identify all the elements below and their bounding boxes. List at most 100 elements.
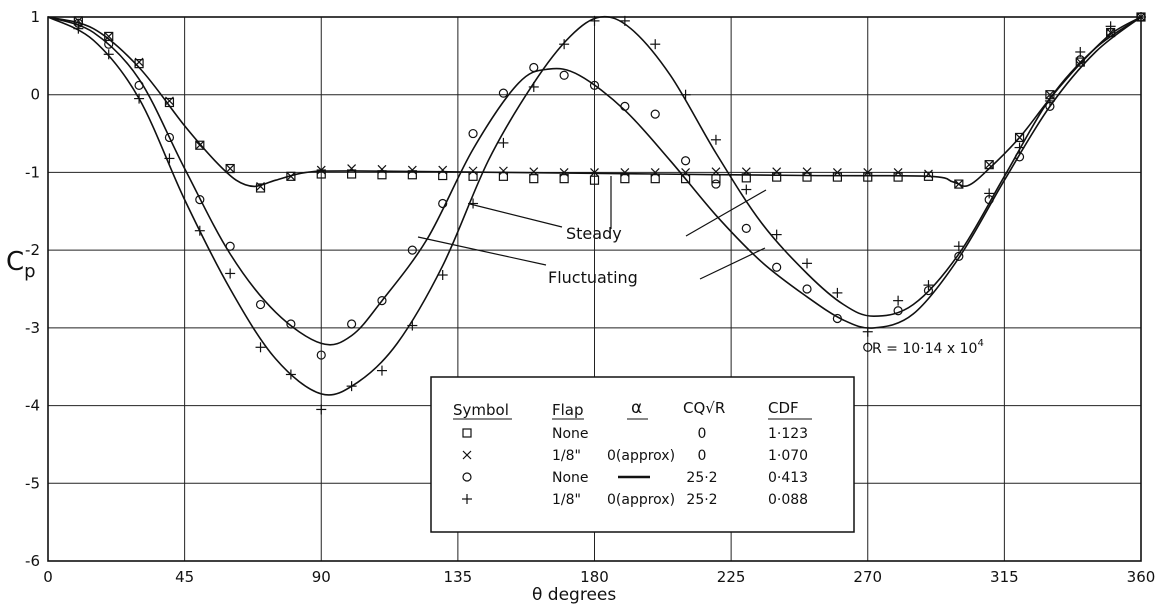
marker-circle: [589, 80, 600, 90]
marker-cross: [863, 168, 873, 177]
legend-flap: None: [552, 470, 589, 486]
marker-circle: [104, 39, 114, 49]
marker-square: [1075, 57, 1085, 67]
marker-circle: [407, 245, 417, 255]
marker-cross: [1015, 133, 1024, 142]
legend-header-alpha: α: [631, 398, 642, 418]
marker-plus: [619, 15, 630, 26]
legend-table: Symbol Flap α CQ√R CDF None 0 1·123 1/8" 0(a…: [430, 376, 855, 533]
legend-cq: 25·2: [686, 470, 717, 486]
fluctuating-arrow-left: [417, 236, 547, 266]
marker-plus: [194, 225, 205, 236]
marker-circle: [1014, 152, 1025, 162]
marker-plus: [1105, 21, 1116, 32]
marker-plus: [73, 23, 84, 34]
marker-circle: [438, 198, 448, 209]
y-tick-label: 1: [30, 8, 40, 26]
marker-cross: [73, 16, 83, 26]
marker-cross: [559, 168, 569, 177]
marker-square: [377, 170, 387, 180]
marker-plus: [710, 134, 721, 145]
marker-square: [650, 174, 660, 184]
marker-circle: [347, 319, 357, 329]
marker-circle: [529, 62, 539, 73]
marker-plus: [376, 365, 387, 376]
curve-fluctuating-o: [47, 16, 1142, 346]
marker-square: [984, 160, 994, 170]
fluctuating-arrow-right: [699, 247, 766, 280]
marker-cross: [286, 171, 296, 181]
x-tick-label: 45: [175, 568, 194, 586]
reynolds-exponent: 4: [977, 338, 983, 349]
legend-cq: 0: [698, 426, 707, 442]
marker-square: [802, 172, 812, 182]
marker-cross: [772, 167, 782, 177]
reynolds-value: R = 10·14 x 10: [872, 341, 977, 357]
marker-square: [711, 174, 721, 184]
marker-plus: [802, 258, 813, 269]
legend-header-cq: CQ√R: [683, 399, 725, 417]
marker-circle: [468, 128, 478, 139]
x-tick-label: 360: [1127, 568, 1156, 586]
marker-square: [680, 174, 691, 184]
x-tick-label: 135: [444, 568, 473, 586]
marker-cross: [711, 167, 721, 177]
y-tick-label: -6: [25, 552, 40, 570]
marker-circle: [316, 350, 326, 360]
marker-square: [498, 171, 509, 181]
marker-circle: [620, 101, 630, 111]
y-tick-label: -5: [25, 474, 40, 492]
y-axis: 1 0 -1 -2 -3 -4 -5 -6: [25, 8, 40, 570]
legend-rows: None 0 1·123 1/8" 0(approx) 0 1·070 None 25·2 0·4…: [462, 426, 808, 508]
marker-plus: [984, 188, 995, 199]
marker-cross: [104, 32, 114, 41]
legend-flap: None: [552, 426, 589, 442]
marker-cross: [590, 168, 599, 177]
marker-plus: [468, 198, 479, 209]
marker-square: [347, 169, 357, 179]
x-tick-label: 225: [717, 568, 746, 586]
legend-cdf: 0·413: [768, 470, 808, 486]
marker-circle: [559, 70, 569, 80]
marker-plus: [893, 295, 904, 306]
fluctuating-label: Fluctuating: [548, 268, 638, 287]
marker-circle: [650, 109, 660, 119]
marker-cross: [256, 181, 265, 191]
marker-plus: [1075, 46, 1086, 57]
marker-square: [772, 172, 782, 182]
marker-plus: [923, 280, 934, 291]
marker-circle: [255, 299, 266, 310]
marker-cross: [1075, 57, 1085, 67]
marker-square: [923, 171, 934, 181]
y-tick-label: -2: [25, 241, 40, 259]
legend-cdf: 1·070: [768, 448, 808, 464]
marker-cross: [498, 166, 508, 176]
marker-square: [195, 140, 205, 150]
marker-circle: [377, 296, 387, 306]
legend-flap: 1/8": [552, 448, 581, 464]
marker-circle: [711, 179, 721, 189]
marker-square: [954, 179, 964, 189]
marker-circle: [286, 319, 296, 329]
legend-cq: 25·2: [686, 492, 717, 508]
marker-square: [468, 171, 478, 181]
marker-circle: [832, 313, 842, 324]
legend-cdf: 0·088: [768, 492, 808, 508]
data-markers: [73, 12, 1146, 415]
marker-cross: [195, 140, 205, 150]
marker-cross: [134, 57, 144, 67]
x-axis-label: θ degrees: [532, 585, 616, 605]
marker-square: [225, 163, 235, 174]
marker-cross: [462, 450, 472, 460]
marker-plus: [953, 241, 964, 252]
marker-square: [529, 174, 539, 184]
marker-cross: [741, 167, 751, 177]
marker-square: [741, 173, 751, 183]
marker-plus: [559, 39, 570, 50]
marker-cross: [802, 167, 812, 177]
marker-plus: [771, 229, 782, 240]
marker-cross: [832, 168, 842, 177]
x-tick-label: 180: [580, 568, 609, 586]
legend-flap: 1/8": [552, 492, 581, 508]
marker-circle: [498, 88, 509, 98]
